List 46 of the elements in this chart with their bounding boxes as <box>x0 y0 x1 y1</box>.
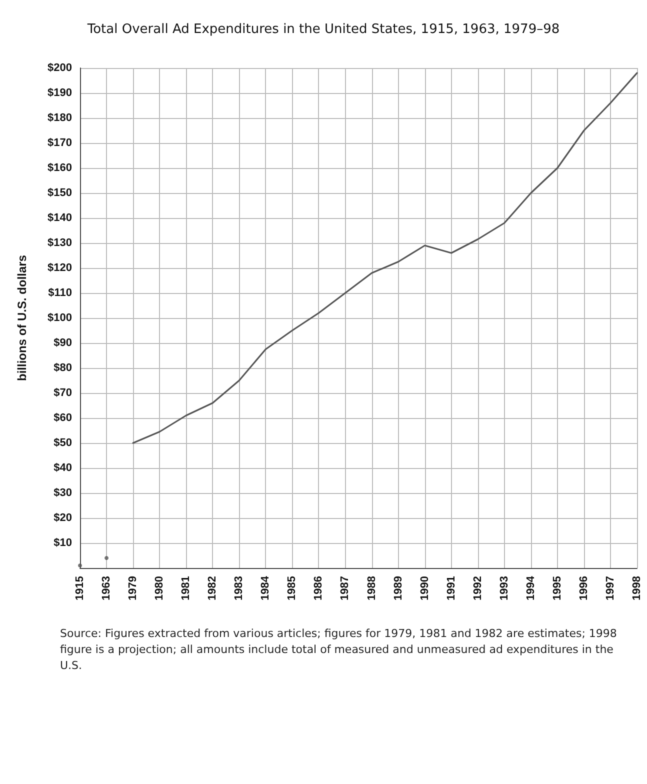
x-tick-label: 1985 <box>286 576 298 600</box>
y-tick-label: $40 <box>54 462 72 474</box>
y-tick-label: $10 <box>54 537 72 549</box>
y-tick-label: $80 <box>54 362 72 374</box>
line-series <box>132 72 638 444</box>
x-tick-label: 1995 <box>551 576 564 600</box>
y-tick-label: $70 <box>54 387 72 399</box>
y-tick-label: $30 <box>54 487 72 499</box>
y-tick-label: $130 <box>48 237 72 249</box>
y-tick-label: $150 <box>48 187 72 199</box>
y-tick-label: $170 <box>48 137 72 149</box>
y-tick-label: $90 <box>54 337 72 349</box>
y-tick-label: $120 <box>48 262 72 274</box>
x-tick-label: 1979 <box>127 576 140 600</box>
y-tick-label: $140 <box>48 212 72 224</box>
x-tick-label: 1983 <box>233 576 246 600</box>
x-tick-label: 1986 <box>312 576 325 600</box>
x-tick-label: 1980 <box>154 576 166 600</box>
x-tick-label: 1988 <box>366 576 378 600</box>
x-tick-label: 1997 <box>604 576 616 600</box>
x-tick-label: 1992 <box>472 576 484 600</box>
y-tick-label: $50 <box>54 437 72 449</box>
y-tick-label: $60 <box>54 412 72 424</box>
x-tick-label: 1996 <box>578 576 590 600</box>
x-tick-label: 1998 <box>631 576 643 600</box>
x-tick-label: 1994 <box>524 575 537 600</box>
y-tick-label: $200 <box>48 62 72 74</box>
x-tick-label: 1987 <box>339 576 352 600</box>
x-tick-label: 1984 <box>260 575 272 600</box>
x-tick-label: 1981 <box>180 576 192 600</box>
x-tick-label: 1915 <box>74 576 86 600</box>
x-tick-label: 1982 <box>206 576 219 600</box>
x-tick-label: 1991 <box>445 576 458 600</box>
y-tick-label: $180 <box>48 112 72 124</box>
y-tick-label: $110 <box>48 287 72 299</box>
x-tick-label: 1989 <box>392 576 404 600</box>
source-note: Source: Figures extracted from various articles; figures for 1979, 1981 and 1982 are estimates; 1998 figure is a projection; all amounts include total of measured and unmeasured ad expenditures in the U.S. <box>60 626 618 674</box>
y-axis-title: billions of U.S. dollars <box>15 254 29 382</box>
x-tick-label: 1963 <box>100 576 113 600</box>
y-tick-label: $190 <box>48 87 72 99</box>
x-tick-label: 1993 <box>498 576 510 600</box>
x-tick-label: 1990 <box>418 576 431 600</box>
y-tick-label: $100 <box>48 312 72 324</box>
chart-title: Total Overall Ad Expenditures in the United States, 1915, 1963, 1979–98 <box>86 22 560 37</box>
y-tick-label: $20 <box>54 512 72 524</box>
y-tick-label: $160 <box>48 162 72 174</box>
